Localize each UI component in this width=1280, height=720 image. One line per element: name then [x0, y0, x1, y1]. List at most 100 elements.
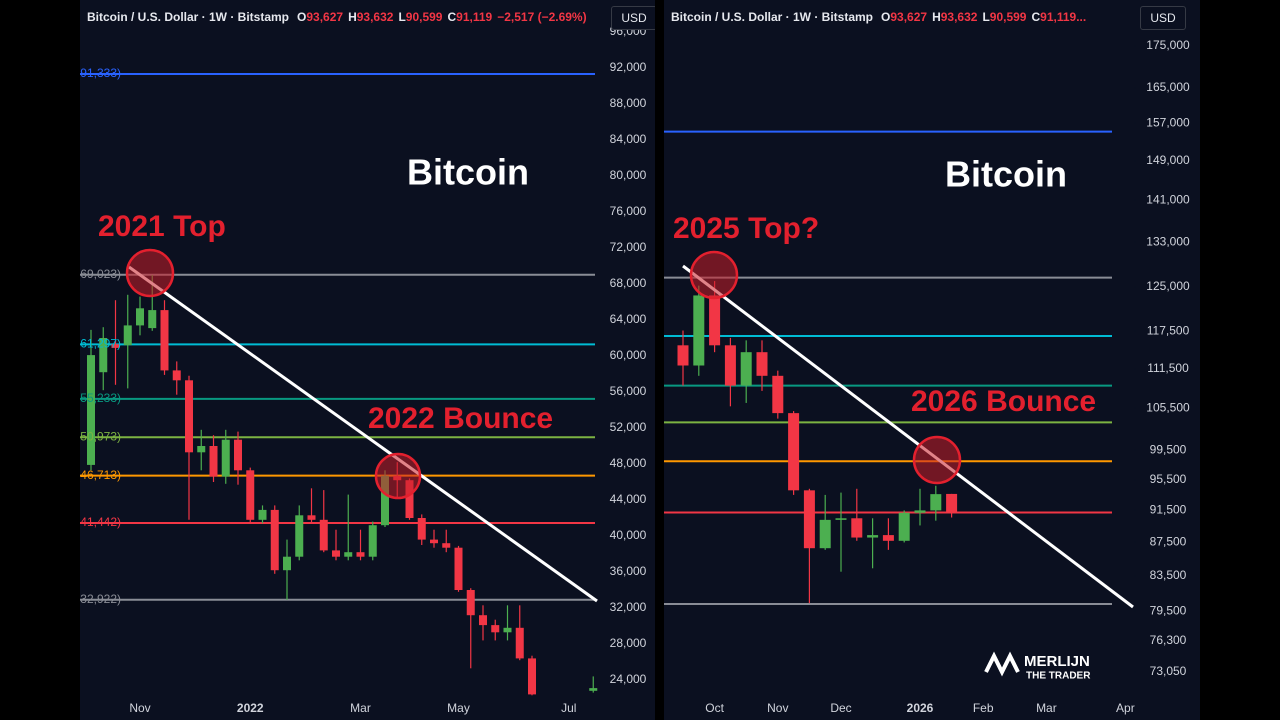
y-tick-label: 84,000: [610, 132, 647, 146]
level-label: (41,442): [80, 515, 121, 529]
level-label: (61,297): [80, 337, 121, 351]
candle-body: [307, 515, 316, 520]
x-tick-label: Apr: [1116, 701, 1135, 715]
annotation: 2022 Bounce: [368, 402, 553, 435]
y-tick-label: 105,500: [1146, 401, 1190, 415]
trendline: [682, 264, 1134, 609]
candle-body: [99, 338, 108, 373]
y-tick-label: 141,000: [1146, 193, 1190, 207]
candle-body: [946, 493, 958, 514]
y-tick-label: 44,000: [610, 492, 647, 506]
currency-button[interactable]: USD: [1140, 6, 1186, 30]
candle-body: [677, 345, 689, 366]
level-label: (69,023): [80, 267, 121, 281]
y-tick-label: 117,500: [1147, 323, 1190, 337]
y-tick-label: 76,300: [1150, 633, 1187, 647]
ohlc-key: O: [297, 10, 307, 24]
y-tick-label: 125,000: [1146, 279, 1190, 293]
level-label: (50,973): [80, 429, 121, 443]
candle-body: [417, 518, 426, 540]
y-tick-label: 83,500: [1150, 568, 1187, 582]
candle-body: [772, 375, 784, 414]
candle-body: [111, 344, 120, 348]
logo-name: MERLIJN: [1024, 653, 1090, 670]
candle-body: [197, 446, 206, 453]
logo-tagline: THE TRADER: [1026, 671, 1091, 682]
x-tick-label: Dec: [830, 701, 851, 715]
chart-title: Bitcoin: [945, 154, 1067, 195]
ohlc-key: C: [1031, 10, 1041, 24]
x-tick-label: Oct: [705, 701, 724, 715]
y-tick-label: 72,000: [610, 240, 647, 254]
candle-body: [589, 688, 598, 691]
ohlc-value: 90,599: [989, 10, 1027, 24]
y-tick-label: 52,000: [610, 420, 647, 434]
y-tick-label: 157,000: [1146, 116, 1190, 130]
chart: (91,333) (69,023) (61,297) (55,233) (50,973)…: [80, 24, 647, 715]
price-change: −2,517 (−2.69%): [497, 10, 587, 24]
ohlc-value: 90,599: [405, 10, 443, 24]
annotation: 2025 Top?: [673, 212, 819, 245]
candle-body: [209, 446, 218, 477]
x-tick-label: Nov: [767, 701, 788, 715]
y-tick-label: 76,000: [610, 204, 647, 218]
y-tick-label: 56,000: [610, 384, 647, 398]
candle-body: [515, 627, 524, 659]
candle-body: [295, 515, 304, 557]
candle-body: [344, 552, 353, 557]
candle-body: [234, 439, 242, 471]
candle-body: [246, 470, 255, 520]
y-tick-label: 87,500: [1150, 535, 1187, 549]
ohlc-value: 91,119: [456, 10, 493, 24]
candle-body: [454, 547, 463, 591]
candle-body: [740, 352, 752, 386]
y-tick-label: 48,000: [610, 456, 647, 470]
candle-body: [221, 439, 230, 477]
level-label: (55,233): [80, 391, 121, 405]
y-tick-label: 133,000: [1146, 234, 1190, 248]
ohlc-key: L: [982, 10, 990, 24]
level-label: (32,922): [80, 592, 121, 606]
x-tick-label: Feb: [973, 701, 994, 715]
trendline: [128, 265, 598, 603]
candle-body: [756, 352, 768, 376]
candle-body: [160, 310, 169, 371]
x-tick-label: Jul: [561, 701, 576, 715]
ohlc-key: C: [447, 10, 457, 24]
currency-button[interactable]: USD: [611, 6, 655, 30]
y-tick-label: 68,000: [610, 276, 647, 290]
x-tick-label: 2026: [907, 701, 934, 715]
candle-body: [466, 590, 475, 616]
symbol: Bitcoin / U.S. Dollar · 1W · Bitstamp: [87, 10, 290, 24]
candle-body: [491, 625, 500, 633]
logo-icon: [984, 651, 1020, 677]
y-tick-label: 92,000: [610, 60, 647, 74]
candle-body: [503, 627, 512, 633]
y-tick-label: 60,000: [610, 348, 647, 362]
candle-body: [819, 519, 831, 549]
candle-body: [835, 518, 847, 520]
candle-body: [123, 325, 132, 346]
y-tick-label: 32,000: [610, 600, 647, 614]
candle-body: [709, 295, 721, 346]
candle-body: [270, 509, 279, 571]
header: Bitcoin / U.S. Dollar · 1W · Bitstamp O93…: [671, 10, 1091, 24]
highlight-circle: [125, 248, 175, 298]
y-tick-label: 40,000: [610, 528, 647, 542]
y-tick-label: 28,000: [610, 636, 647, 650]
y-tick-label: 73,050: [1150, 664, 1187, 678]
candle-body: [788, 413, 800, 491]
chart-panel: MERLIJN THE TRADER 175,000 165,000 157,000…: [664, 0, 1200, 720]
x-tick-label: Mar: [1036, 701, 1057, 715]
highlight-circle: [689, 250, 739, 300]
y-tick-label: 175,000: [1146, 38, 1190, 52]
annotation: 2021 Top: [98, 210, 226, 243]
candle-body: [319, 519, 328, 551]
y-tick-label: 80,000: [610, 168, 647, 182]
x-tick-label: Mar: [350, 701, 371, 715]
candle-body: [914, 510, 926, 513]
candle-body: [693, 295, 705, 366]
y-tick-label: 91,500: [1150, 503, 1187, 517]
candle-body: [368, 525, 377, 557]
